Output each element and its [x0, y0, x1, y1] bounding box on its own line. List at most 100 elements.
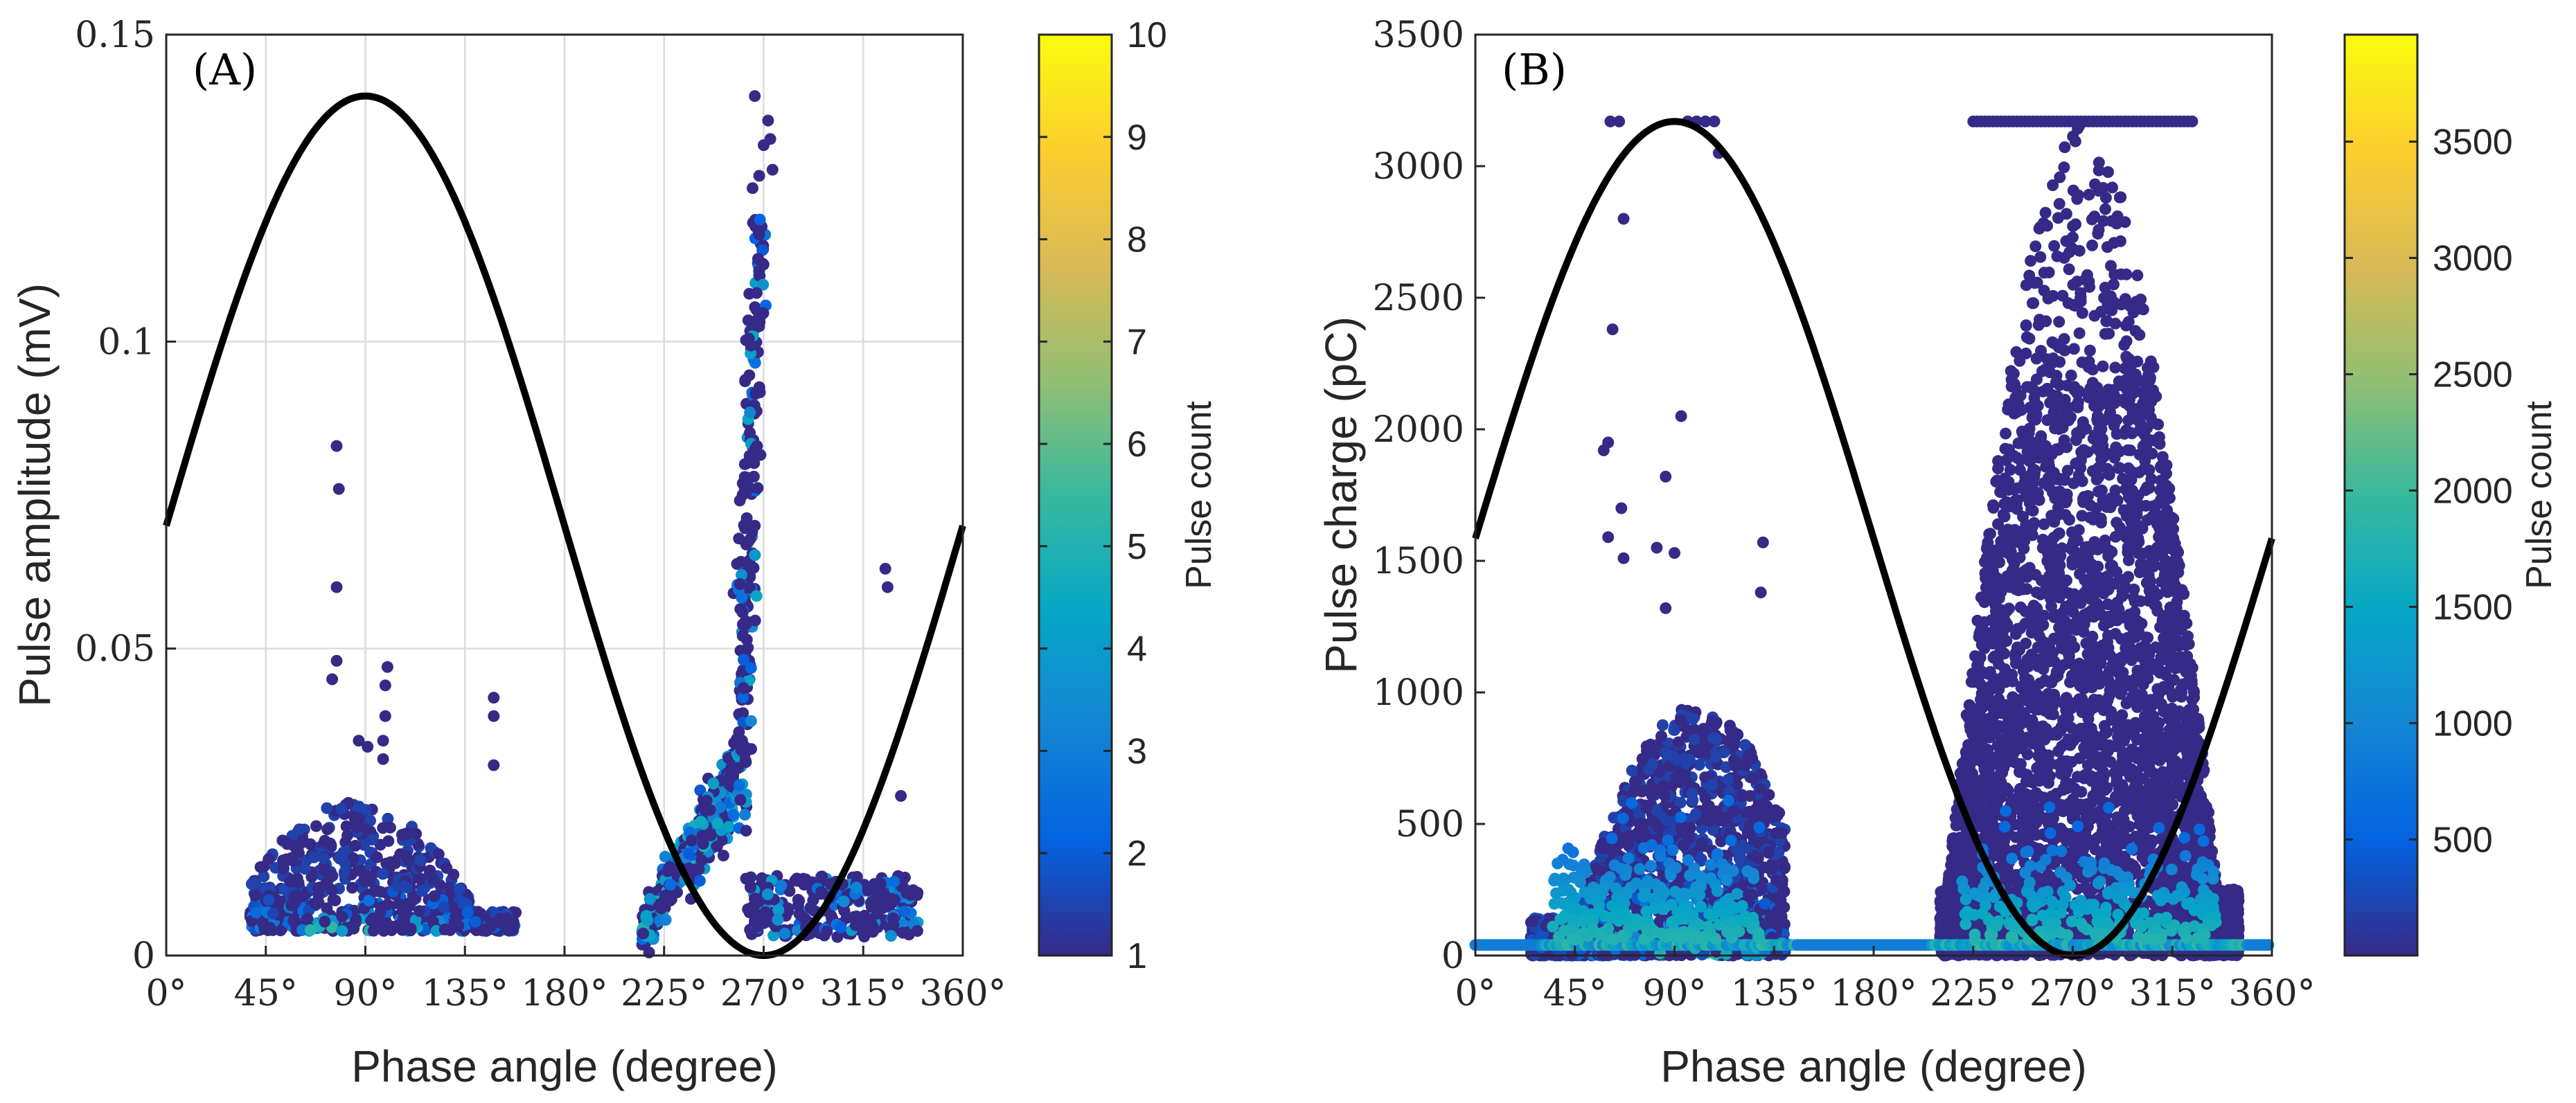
panel-a-data-point: [740, 334, 752, 346]
panel-a-data-point: [749, 90, 761, 102]
panel-a-colorbar-tick-label: 2: [1127, 834, 1147, 874]
panel-a-data-point: [695, 854, 708, 866]
panel-a-data-point: [907, 884, 919, 897]
panel-a-data-point: [379, 710, 391, 722]
panel-a-data-point: [754, 213, 766, 226]
panel-a-data-point: [700, 794, 713, 807]
panel-a-data-point: [359, 804, 372, 816]
panel-b-data-point: [1652, 821, 1664, 834]
panel-a-data-point: [815, 886, 828, 898]
panel-b-data-point: [2067, 220, 2079, 233]
panel-a-data-point: [772, 913, 784, 926]
panel-a-data-point: [745, 715, 757, 727]
panel-a-data-point: [325, 839, 337, 852]
panel-a-data-point: [488, 710, 500, 722]
panel-a-data-point: [643, 893, 656, 905]
panel-a-data-point: [752, 920, 764, 933]
panel-a-data-point: [895, 790, 907, 802]
panel-b-data-point: [1710, 733, 1723, 745]
panel-a-data-point: [321, 823, 334, 836]
panel-b-data-point: [1626, 764, 1638, 777]
panel-a-data-point: [278, 863, 290, 875]
panel-a-data-point: [254, 861, 267, 873]
panel-a-data-point: [319, 915, 331, 928]
panel-a-data-point: [318, 852, 330, 865]
panel-a-data-point: [717, 850, 729, 862]
panel-a-data-point: [743, 449, 756, 462]
panel-a-data-point: [443, 881, 455, 894]
panel-a-data-point: [363, 895, 375, 907]
panel-b-data-point: [1684, 822, 1696, 834]
panel-b-data-point: [1690, 807, 1703, 820]
panel-a-data-point: [249, 889, 262, 902]
panel-a-data-point: [750, 314, 763, 327]
panel-a-data-point: [754, 269, 766, 282]
panel-a-data-point: [304, 838, 317, 850]
panel-b-data-point: [1722, 773, 1734, 786]
panel-a-data-point: [276, 834, 289, 847]
panel-a-data-point: [366, 834, 378, 846]
panel-a-colorbar-tick-label: 4: [1127, 629, 1147, 670]
panel-b-data-point: [1743, 819, 1756, 832]
panel-a-data-point: [336, 925, 348, 937]
panel-a-data-point: [749, 549, 761, 562]
panel-b-chart: 0° 45° 90° 135° 180° 225° 270° 315° 360°05001000…: [1316, 15, 2559, 1091]
panel-b-data-point: [1746, 888, 1758, 901]
panel-a-data-point: [747, 470, 760, 483]
panel-a-data-point: [761, 888, 774, 901]
panel-a-colorbar-tick-label: 6: [1127, 424, 1147, 465]
panel-b-data-point: [2057, 289, 2069, 302]
panel-a-data-point: [753, 228, 765, 241]
panel-a-data-point: [330, 654, 343, 667]
panel-a-data-point: [740, 634, 753, 646]
panel-a-colorbar-tick-label: 5: [1127, 527, 1147, 567]
panel-a-data-point: [707, 778, 720, 789]
panel-a-data-point: [453, 883, 465, 895]
panel-b-data-point: [1736, 790, 1748, 802]
panel-b-data-point: [1659, 747, 1671, 759]
panel-a-data-point: [764, 133, 776, 145]
panel-a-data-point: [745, 871, 757, 884]
panel-b-data-point: [1776, 878, 1788, 890]
panel-b-data-point: [1748, 772, 1760, 784]
panel-a-data-point: [452, 920, 465, 932]
panel-a-colorbar-tick-label: 7: [1127, 322, 1147, 362]
panel-a-data-point: [438, 901, 450, 913]
panel-a-data-point: [888, 875, 900, 888]
panel-a-data-point: [849, 919, 862, 931]
panel-a-data-point: [340, 820, 353, 832]
panel-b-data-point: [1769, 804, 1782, 816]
panel-a-colorbar-tick-label: 1: [1127, 936, 1147, 976]
panel-a-data-point: [263, 894, 275, 906]
panel-a-data-point: [354, 865, 366, 877]
panel-a-data-point: [733, 726, 745, 738]
panel-a-x-tick-label: 90°: [333, 973, 397, 1014]
panel-b-data-point: [1731, 728, 1743, 740]
panel-a-data-point: [779, 927, 791, 940]
panel-a-data-point: [368, 885, 381, 897]
panel-b-data-point: [1636, 753, 1649, 765]
panel-b-data-point: [2147, 361, 2160, 373]
panel-a-data-point: [740, 478, 753, 491]
panel-b-data-point: [2099, 203, 2111, 215]
panel-a-y-tick-label: 0: [132, 935, 155, 977]
panel-a-data-point: [750, 287, 763, 299]
panel-a-data-point: [304, 924, 317, 936]
panel-a-data-point: [427, 873, 439, 886]
panel-b-data-point: [1755, 783, 1767, 796]
panel-a-x-axis-title: Phase angle (degree): [351, 1041, 778, 1091]
panel-b-data-point: [2048, 240, 2061, 252]
panel-a-data-point: [742, 314, 754, 327]
panel-a-data-point: [458, 897, 470, 909]
panel-a-colorbar-gradient: [1038, 33, 1113, 957]
panel-b-data-point: [2063, 263, 2075, 276]
panel-b-data-point: [1706, 715, 1718, 727]
panel-a-data-point: [694, 784, 707, 796]
panel-a-colorbar-tick-label: 9: [1127, 118, 1147, 158]
panel-a-data-point: [878, 890, 891, 902]
panel-a-data-point: [731, 762, 744, 774]
panel-a-scatter-points: [244, 90, 924, 959]
panel-a-data-point: [682, 848, 695, 860]
panel-a-data-point: [377, 735, 389, 747]
panel-b-data-point: [2029, 240, 2042, 253]
